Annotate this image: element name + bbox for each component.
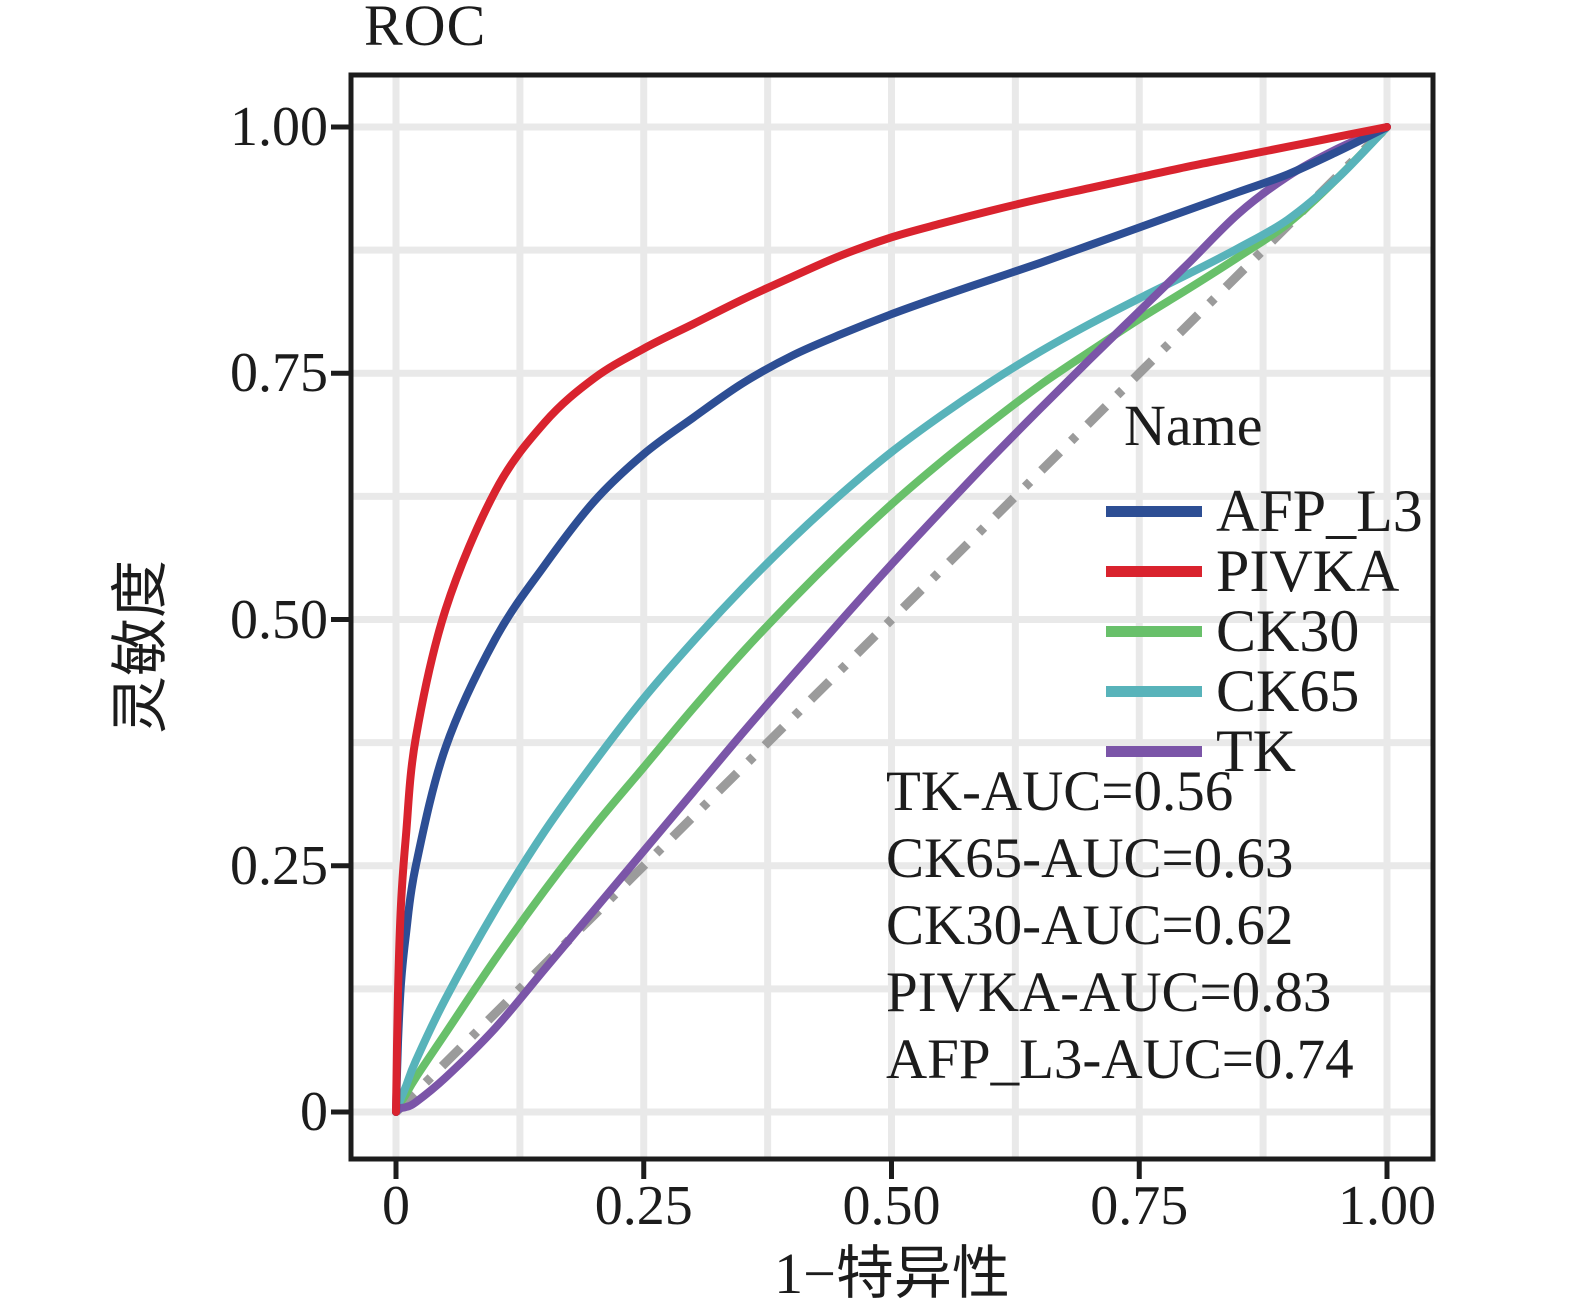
axis-ticks xyxy=(331,124,1390,1179)
y-tick-label: 0.50 xyxy=(230,588,328,651)
x-axis-title: 1−特异性 xyxy=(774,1241,1010,1306)
x-tick-label: 0 xyxy=(382,1175,410,1237)
legend-swatch-ck30 xyxy=(1106,625,1202,637)
curve-ck30 xyxy=(392,123,1391,1116)
curve-ck65 xyxy=(392,123,1391,1116)
auc-annotation-ck30: CK30-AUC=0.62 xyxy=(886,894,1294,957)
auc-annotation-tk: TK-AUC=0.56 xyxy=(886,760,1234,823)
legend-label-ck65: CK65 xyxy=(1216,658,1360,724)
reference-diagonal-line xyxy=(392,123,1391,1116)
y-tick-label: 0.25 xyxy=(230,834,328,897)
auc-annotation-ck65: CK65-AUC=0.63 xyxy=(886,827,1294,890)
curve-afp_l3 xyxy=(392,123,1391,1116)
legend-item-pivka: PIVKA xyxy=(1106,541,1423,601)
legend-swatch-tk xyxy=(1106,745,1202,757)
auc-annotations: TK-AUC=0.56 CK65-AUC=0.63 CK30-AUC=0.62 … xyxy=(886,758,1354,1093)
legend-item-ck65: CK65 xyxy=(1106,661,1423,721)
legend-item-ck30: CK30 xyxy=(1106,601,1423,661)
legend-label-pivka: PIVKA xyxy=(1216,538,1400,604)
chart-title: ROC xyxy=(364,0,487,58)
roc-curves xyxy=(392,123,1391,1116)
y-tick-label: 1.00 xyxy=(230,96,328,158)
legend-label-ck30: CK30 xyxy=(1216,598,1360,664)
x-tick-label: 0.25 xyxy=(594,1175,693,1237)
grid-lines xyxy=(351,75,1433,1159)
legend-swatch-ck65 xyxy=(1106,685,1202,697)
legend-label-tk: TK xyxy=(1216,718,1296,784)
legend-item-afp-l3: AFP_L3 xyxy=(1106,481,1423,541)
auc-annotation-afp-l3: AFP_L3-AUC=0.74 xyxy=(886,1028,1354,1091)
legend-item-tk: TK xyxy=(1106,721,1423,781)
y-tick-label: 0.75 xyxy=(230,342,328,405)
legend-title: Name xyxy=(1124,393,1263,458)
auc-annotation-pivka: PIVKA-AUC=0.83 xyxy=(886,961,1332,1024)
curve-tk xyxy=(392,123,1391,1116)
legend: Name AFP_L3 PIVKA CK30 CK65 TK xyxy=(1106,392,1423,781)
curve-pivka xyxy=(392,123,1391,1116)
legend-label-afp-l3: AFP_L3 xyxy=(1216,478,1423,544)
legend-swatch-pivka xyxy=(1106,565,1202,577)
x-tick-label: 1.00 xyxy=(1338,1175,1436,1237)
x-tick-label: 0.75 xyxy=(1090,1175,1189,1237)
y-tick-label: 0 xyxy=(300,1081,328,1143)
x-tick-label: 0.50 xyxy=(842,1175,941,1237)
legend-swatch-afp-l3 xyxy=(1106,505,1202,517)
